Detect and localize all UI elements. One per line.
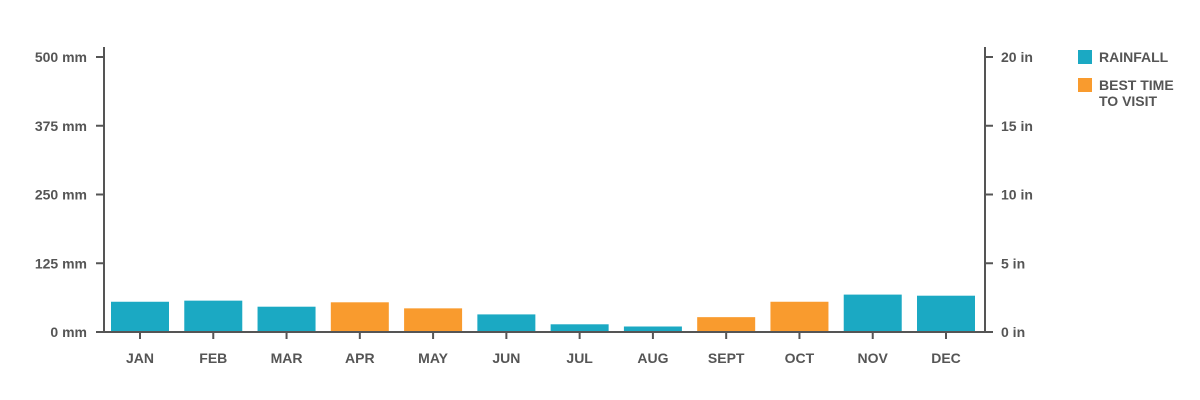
left-y-tick-label: 500 mm bbox=[35, 49, 87, 65]
bars-layer bbox=[111, 294, 975, 332]
right-y-tick-label: 20 in bbox=[1001, 49, 1033, 65]
legend-label-best-time: BEST TIME TO VISIT bbox=[1099, 77, 1178, 109]
x-tick-label-may: MAY bbox=[418, 350, 448, 366]
bar-jun bbox=[477, 314, 536, 332]
bar-feb bbox=[184, 300, 243, 332]
bar-apr bbox=[330, 302, 389, 332]
right-y-axis-ticks: 0 in 5 in 10 in 15 in 20 in bbox=[985, 49, 1033, 340]
legend: RAINFALL BEST TIME TO VISIT bbox=[1078, 49, 1178, 109]
x-tick-label-jul: JUL bbox=[566, 350, 593, 366]
left-y-tick-label: 125 mm bbox=[35, 255, 87, 271]
legend-label-best-time-line-1: BEST TIME bbox=[1099, 77, 1174, 93]
legend-swatch-best-time bbox=[1078, 78, 1092, 92]
left-y-tick-label: 250 mm bbox=[35, 187, 87, 203]
left-y-tick-label: 0 mm bbox=[50, 324, 87, 340]
legend-item-best-time: BEST TIME TO VISIT bbox=[1078, 77, 1178, 109]
right-y-tick-label: 10 in bbox=[1001, 187, 1033, 203]
right-y-tick-label: 5 in bbox=[1001, 255, 1025, 271]
left-y-tick-label: 375 mm bbox=[35, 118, 87, 134]
bar-nov bbox=[843, 294, 902, 332]
legend-label-rainfall: RAINFALL bbox=[1099, 49, 1169, 65]
x-axis-ticks: JAN FEB MAR APR MAY JUN JUL AUG SEPT OCT NOV DEC bbox=[126, 332, 961, 366]
x-tick-label-feb: FEB bbox=[199, 350, 227, 366]
x-tick-label-nov: NOV bbox=[858, 350, 889, 366]
x-tick-label-sept: SEPT bbox=[708, 350, 745, 366]
x-tick-label-apr: APR bbox=[345, 350, 375, 366]
x-tick-label-jan: JAN bbox=[126, 350, 154, 366]
bar-mar bbox=[257, 306, 316, 332]
x-tick-label-oct: OCT bbox=[785, 350, 815, 366]
x-tick-label-aug: AUG bbox=[637, 350, 668, 366]
right-y-tick-label: 15 in bbox=[1001, 118, 1033, 134]
bar-oct bbox=[770, 301, 829, 332]
axes-layer bbox=[103, 47, 986, 333]
bar-may bbox=[404, 308, 463, 332]
x-tick-label-mar: MAR bbox=[271, 350, 303, 366]
left-y-axis-ticks: 0 mm 125 mm 250 mm 375 mm 500 mm bbox=[35, 49, 104, 340]
bar-aug bbox=[623, 326, 682, 332]
right-y-tick-label: 0 in bbox=[1001, 324, 1025, 340]
x-tick-label-dec: DEC bbox=[931, 350, 961, 366]
legend-swatch-rainfall bbox=[1078, 50, 1092, 64]
legend-label-best-time-line-2: TO VISIT bbox=[1099, 93, 1158, 109]
bar-sept bbox=[697, 317, 756, 332]
bar-jan bbox=[111, 301, 169, 332]
x-tick-label-jun: JUN bbox=[492, 350, 520, 366]
bar-dec bbox=[917, 295, 975, 332]
legend-item-rainfall: RAINFALL bbox=[1078, 49, 1169, 65]
bar-jul bbox=[550, 324, 609, 332]
